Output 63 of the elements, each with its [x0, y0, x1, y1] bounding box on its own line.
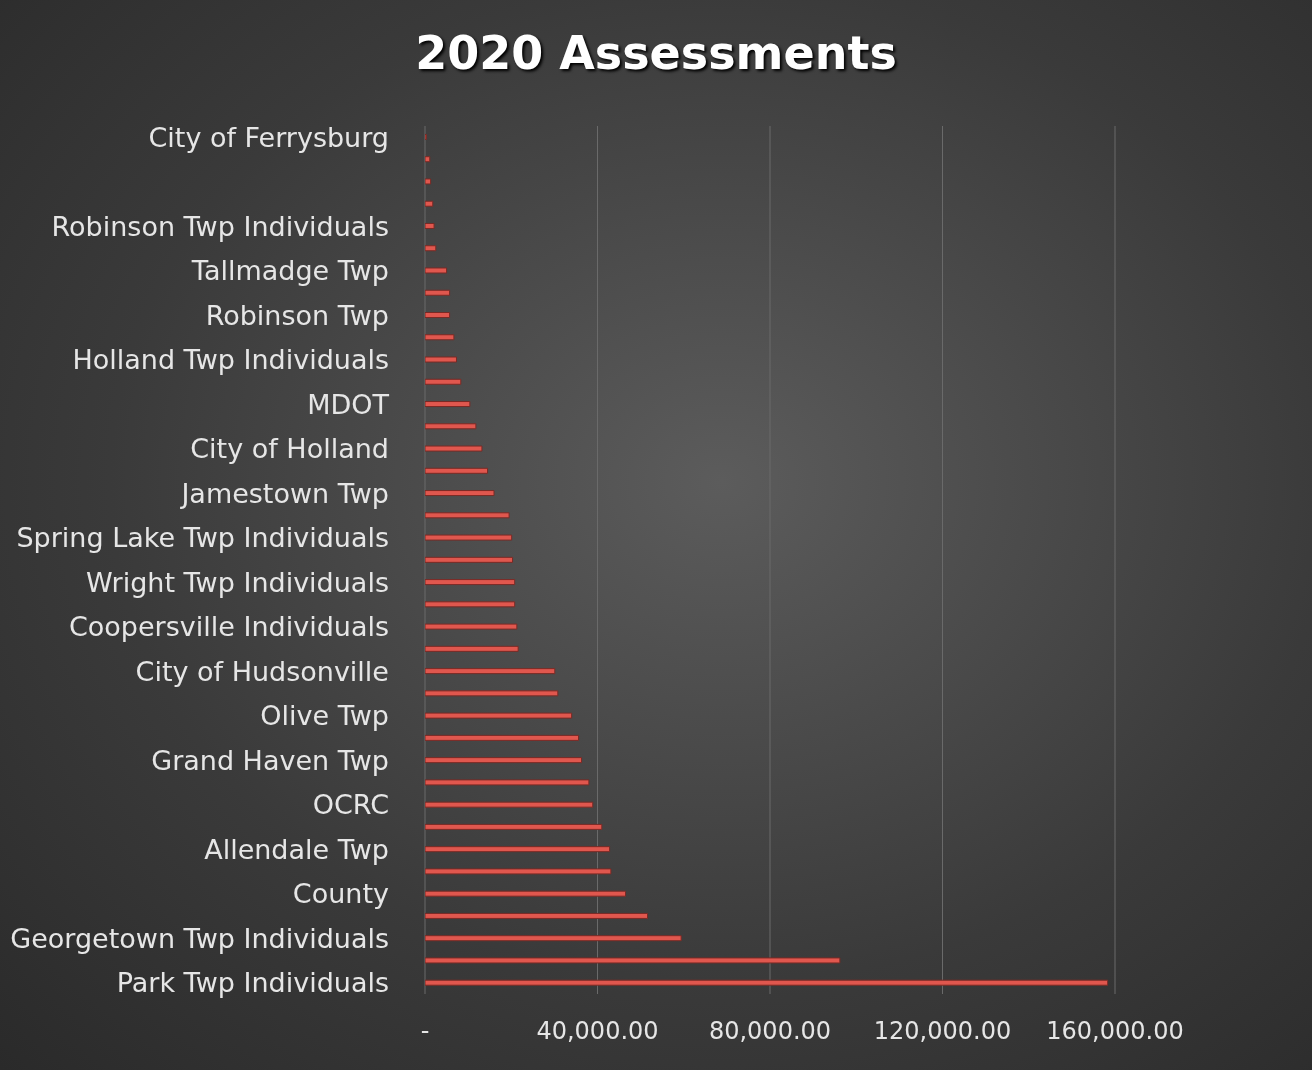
y-tick-label: City of Hudsonville [135, 655, 389, 687]
y-tick-label: Spring Lake Twp Individuals [16, 522, 389, 554]
y-tick-label: Robinson Twp [205, 299, 389, 331]
y-tick-label: OCRC [312, 789, 389, 821]
bar [425, 490, 495, 497]
y-tick-label: Park Twp Individuals [116, 967, 389, 999]
bar [425, 757, 583, 764]
bar [425, 868, 612, 875]
bar [425, 645, 519, 652]
bar [425, 779, 590, 786]
bar [425, 712, 573, 719]
y-tick-label: MDOT [307, 388, 390, 420]
y-tick-label: Wright Twp Individuals [86, 566, 389, 598]
bar [425, 534, 513, 541]
x-tick-label: - [420, 1017, 430, 1046]
bar [425, 156, 431, 163]
chart-title: 2020 Assessments [414, 26, 898, 80]
x-tick-label: 80,000.00 [708, 1017, 832, 1046]
bar [425, 312, 451, 319]
bar [425, 823, 603, 830]
bar [425, 378, 462, 385]
bar [425, 401, 471, 408]
bar [425, 467, 489, 474]
y-tick-label: Grand Haven Twp [151, 744, 389, 776]
bar [425, 245, 437, 252]
bar [425, 801, 594, 808]
bar [425, 200, 434, 207]
bar [425, 579, 516, 586]
bar [425, 334, 455, 341]
bar [425, 601, 516, 608]
bar [425, 178, 432, 185]
y-tick-label: Tallmadge Twp [190, 255, 389, 287]
bar [425, 289, 451, 296]
y-tick-label: City of Holland [190, 433, 389, 465]
bar [425, 668, 556, 675]
bar [425, 423, 477, 430]
y-tick-label: Holland Twp Individuals [72, 344, 389, 376]
bar [425, 445, 483, 452]
bar [425, 890, 627, 897]
x-tick-label: 40,000.00 [536, 1017, 659, 1046]
y-tick-label: Jamestown Twp [179, 477, 389, 509]
y-tick-label: Coopersville Individuals [68, 611, 389, 643]
bar [425, 512, 510, 519]
bar [425, 556, 514, 563]
bar [425, 690, 559, 697]
y-tick-label: Georgetown Twp Individuals [10, 922, 389, 954]
bar [425, 623, 518, 630]
x-tick-label: 160,000.00 [1046, 1017, 1184, 1046]
y-tick-label: Robinson Twp Individuals [51, 210, 389, 242]
y-tick-label: Olive Twp [260, 700, 389, 732]
bar [425, 957, 841, 964]
y-tick-label: Allendale Twp [204, 833, 389, 865]
bar [425, 912, 649, 919]
x-tick-label: 120,000.00 [873, 1017, 1012, 1046]
bar [425, 356, 457, 363]
y-tick-label: City of Ferrysburg [148, 121, 389, 153]
bar [425, 734, 580, 741]
bar [425, 979, 1109, 986]
y-tick-label: County [292, 878, 390, 910]
bar [425, 846, 611, 853]
bar [425, 935, 682, 942]
bar [425, 267, 448, 274]
bar [425, 222, 435, 229]
